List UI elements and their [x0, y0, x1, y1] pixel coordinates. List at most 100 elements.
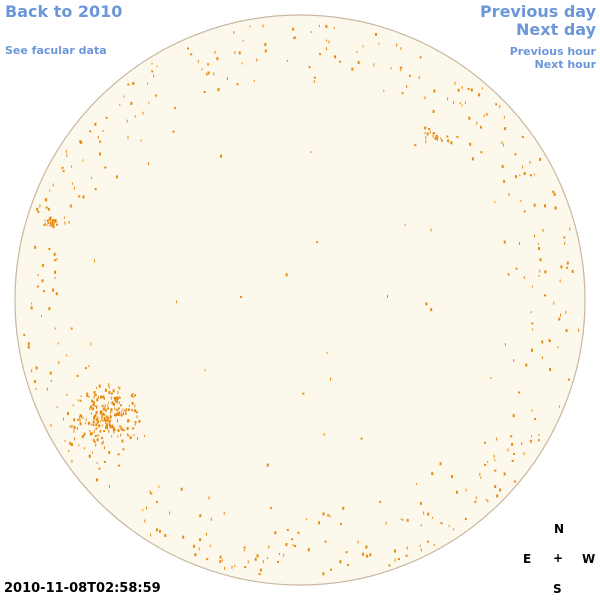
facular-spot [121, 439, 124, 443]
facular-spot [105, 418, 107, 421]
facular-spot [82, 195, 85, 199]
facular-spot [223, 511, 225, 515]
facular-spot [104, 166, 107, 169]
facular-spot [128, 434, 130, 437]
facular-spot [79, 399, 82, 402]
facular-spot [307, 548, 310, 552]
facular-spot [88, 395, 90, 398]
facular-spot [475, 496, 477, 500]
facular-spot [88, 365, 90, 368]
facular-spot [35, 366, 38, 370]
facular-spot [534, 173, 536, 176]
facular-spot [47, 221, 50, 224]
facular-spot [80, 140, 83, 144]
facular-spot [117, 391, 119, 394]
facular-spot [490, 377, 492, 379]
facular-spot [479, 472, 481, 476]
facular-spot [433, 544, 435, 546]
facular-spot [97, 416, 99, 420]
facular-spot [54, 270, 57, 274]
facular-spot [432, 134, 434, 138]
facular-spot [538, 274, 540, 277]
facular-spot [89, 429, 91, 432]
facular-spot [128, 408, 130, 411]
facular-spot [131, 401, 134, 405]
facular-spot [34, 245, 37, 249]
back-to-year-link[interactable]: Back to 2010 [5, 2, 123, 21]
facular-spot [33, 380, 36, 383]
facular-spot [558, 317, 561, 321]
facular-spot [544, 294, 546, 297]
facular-spot [529, 174, 532, 177]
previous-day-link[interactable]: Previous day [479, 2, 596, 21]
facular-spot [91, 399, 94, 403]
facular-spot [96, 398, 99, 402]
facular-spot [544, 270, 547, 274]
facular-spot [538, 247, 540, 251]
facular-spot [116, 398, 119, 401]
facular-spot [313, 80, 315, 84]
facular-spot [53, 219, 55, 223]
facular-spot [256, 554, 259, 558]
facular-spot [431, 516, 433, 519]
facular-spot [98, 467, 101, 470]
facular-spot [72, 182, 74, 185]
facular-spot [148, 101, 150, 104]
facular-spot [129, 436, 132, 440]
facular-spot [453, 101, 455, 105]
facular-spot [373, 63, 375, 67]
facular-spot [42, 290, 45, 293]
see-facular-data-link[interactable]: See facular data [5, 44, 107, 57]
facular-spot [208, 496, 210, 500]
facular-spot [126, 427, 129, 430]
facular-spot [117, 419, 118, 423]
facular-spot [93, 417, 96, 420]
facular-spot [326, 47, 327, 51]
facular-spot [122, 448, 125, 451]
facular-spot [206, 72, 208, 76]
facular-spot [92, 439, 95, 442]
facular-spot [156, 65, 158, 68]
facular-spot [457, 88, 460, 92]
facular-spot [199, 538, 202, 542]
previous-hour-link[interactable]: Previous hour [509, 45, 596, 58]
facular-spot [538, 433, 540, 436]
facular-spot [36, 207, 39, 211]
facular-spot [101, 414, 103, 418]
facular-spot [150, 492, 153, 495]
facular-spot [101, 437, 103, 440]
facular-spot [150, 533, 152, 537]
facular-spot [428, 128, 431, 130]
facular-spot [134, 422, 136, 426]
facular-spot [57, 342, 59, 345]
facular-spot [87, 421, 90, 425]
facular-spot [118, 411, 121, 415]
facular-spot [446, 135, 449, 138]
facular-spot [414, 144, 417, 147]
facular-spot [31, 302, 33, 305]
facular-spot [542, 228, 544, 232]
facular-spot [41, 263, 44, 267]
next-day-link[interactable]: Next day [516, 20, 596, 39]
facular-spot [101, 424, 103, 427]
facular-spot [552, 190, 555, 193]
facular-spot [277, 560, 279, 563]
facular-spot [80, 395, 82, 398]
facular-spot [365, 545, 368, 549]
facular-spot [345, 551, 348, 554]
facular-spot [50, 219, 52, 222]
facular-spot [210, 517, 212, 521]
facular-spot [77, 418, 80, 421]
facular-spot [104, 404, 106, 408]
facular-spot [97, 420, 99, 424]
facular-spot [531, 285, 533, 288]
facular-spot [480, 476, 482, 479]
facular-spot [116, 408, 119, 411]
facular-spot [549, 368, 552, 371]
next-hour-link[interactable]: Next hour [534, 58, 597, 71]
facular-spot [115, 396, 118, 400]
facular-spot [511, 460, 514, 462]
facular-spot [264, 43, 267, 47]
facular-spot [140, 139, 142, 142]
facular-spot [102, 440, 104, 444]
